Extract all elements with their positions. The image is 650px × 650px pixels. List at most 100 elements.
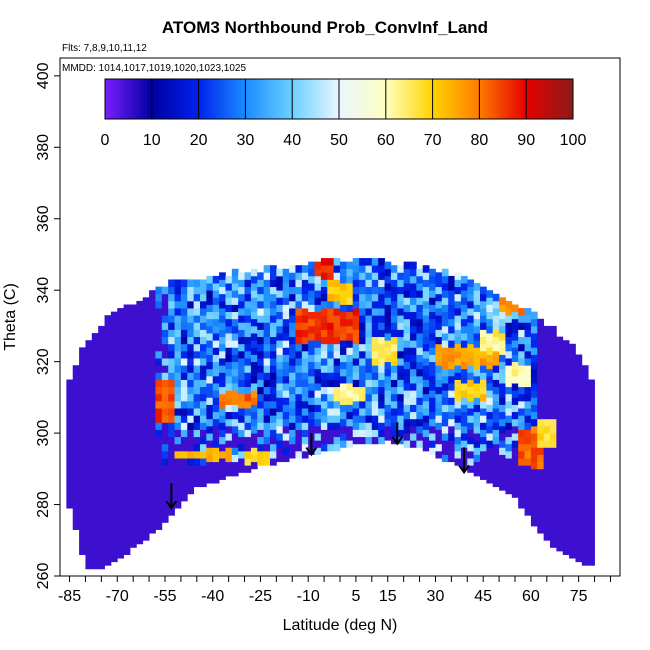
heatmap-cell <box>130 511 137 520</box>
heatmap-cell <box>85 561 93 570</box>
heatmap-cell <box>346 275 354 284</box>
heatmap-cell <box>136 443 144 452</box>
heatmap-cell <box>301 443 309 452</box>
heatmap-cell <box>511 397 519 405</box>
heatmap-cell <box>110 540 118 548</box>
heatmap-cell <box>378 372 385 380</box>
heatmap-cell <box>518 436 525 445</box>
heatmap-cell <box>98 347 105 355</box>
heatmap-cell <box>161 293 169 302</box>
heatmap-cell <box>282 383 290 391</box>
heatmap-cell <box>244 443 252 452</box>
heatmap-cell <box>244 286 252 295</box>
heatmap-cell <box>301 286 309 295</box>
heatmap-cell <box>104 486 112 495</box>
heatmap-cell <box>149 490 156 498</box>
heatmap-cell <box>575 540 583 548</box>
heatmap-cell <box>257 400 265 409</box>
heatmap-cell <box>301 400 309 409</box>
heatmap-cell <box>244 422 252 430</box>
heatmap-cell <box>161 500 169 509</box>
heatmap-cell <box>225 390 233 398</box>
heatmap-cell <box>142 375 150 384</box>
heatmap-cell <box>410 411 417 420</box>
heatmap-cell <box>180 286 188 295</box>
heatmap-cell <box>295 400 303 409</box>
heatmap-cell <box>550 340 557 348</box>
heatmap-cell <box>511 304 519 313</box>
heatmap-cell <box>435 350 443 359</box>
heatmap-cell <box>206 404 214 413</box>
heatmap-cell <box>130 311 137 320</box>
heatmap-cell <box>581 415 589 423</box>
heatmap-cell <box>562 425 570 434</box>
heatmap-cell <box>219 379 226 388</box>
heatmap-cell <box>91 390 99 398</box>
heatmap-cell <box>435 436 443 445</box>
heatmap-cell <box>352 315 360 323</box>
heatmap-cell <box>480 450 487 459</box>
heatmap-cell <box>117 329 125 338</box>
heatmap-cell <box>85 425 93 434</box>
heatmap-cell <box>289 415 296 423</box>
heatmap-cell <box>422 322 430 330</box>
heatmap-cell <box>480 472 487 480</box>
heatmap-cell <box>371 272 379 280</box>
heatmap-cell <box>581 558 589 566</box>
heatmap-cell <box>180 315 188 323</box>
heatmap-cell <box>104 422 112 430</box>
heatmap-cell <box>505 358 513 366</box>
heatmap-cell <box>556 372 564 380</box>
heatmap-cell <box>505 386 513 395</box>
heatmap-cell <box>231 325 239 334</box>
heatmap-cell <box>537 318 545 327</box>
heatmap-cell <box>91 340 99 348</box>
heatmap-cell <box>193 308 201 316</box>
heatmap-cell <box>441 375 449 384</box>
heatmap-cell <box>486 333 494 341</box>
heatmap-cell <box>212 375 220 384</box>
heatmap-cell <box>282 433 290 441</box>
heatmap-cell <box>142 318 150 327</box>
heatmap-cell <box>187 300 195 309</box>
heatmap-cell <box>155 522 163 530</box>
heatmap-cell <box>365 336 373 345</box>
heatmap-cell <box>168 279 175 288</box>
heatmap-cell <box>371 336 379 345</box>
heatmap-cell <box>467 465 475 473</box>
heatmap-cell <box>212 297 220 305</box>
heatmap-cell <box>168 408 175 416</box>
heatmap-cell <box>390 408 398 416</box>
heatmap-cell <box>193 479 201 488</box>
heatmap-cell <box>270 329 277 338</box>
heatmap-cell <box>530 311 538 320</box>
heatmap-cell <box>238 386 245 395</box>
heatmap-cell <box>333 279 341 288</box>
heatmap-cell <box>98 361 105 370</box>
heatmap-cell <box>562 511 570 520</box>
heatmap-cell <box>244 350 252 359</box>
heatmap-cell <box>460 318 468 327</box>
heatmap-cell <box>79 375 86 384</box>
heatmap-cell <box>352 258 360 266</box>
heatmap-cell <box>320 400 328 409</box>
heatmap-cell <box>556 422 564 430</box>
heatmap-cell <box>174 479 182 488</box>
heatmap-cell <box>238 336 245 345</box>
heatmap-cell <box>473 340 481 348</box>
colorbar-tick-label: 90 <box>517 132 535 149</box>
heatmap-cell <box>537 354 545 363</box>
heatmap-cell <box>346 268 354 277</box>
heatmap-cell <box>460 390 468 398</box>
heatmap-cell <box>346 290 354 298</box>
heatmap-cell <box>104 443 112 452</box>
heatmap-cell <box>123 511 131 520</box>
heatmap-cell <box>250 447 258 455</box>
heatmap-cell <box>499 440 506 448</box>
heatmap-cell <box>110 433 118 441</box>
heatmap-cell <box>238 429 245 438</box>
heatmap-cell <box>492 329 500 338</box>
colorbar-tick-label: 50 <box>330 132 348 149</box>
heatmap-cell <box>371 286 379 295</box>
heatmap-cell <box>168 358 175 366</box>
